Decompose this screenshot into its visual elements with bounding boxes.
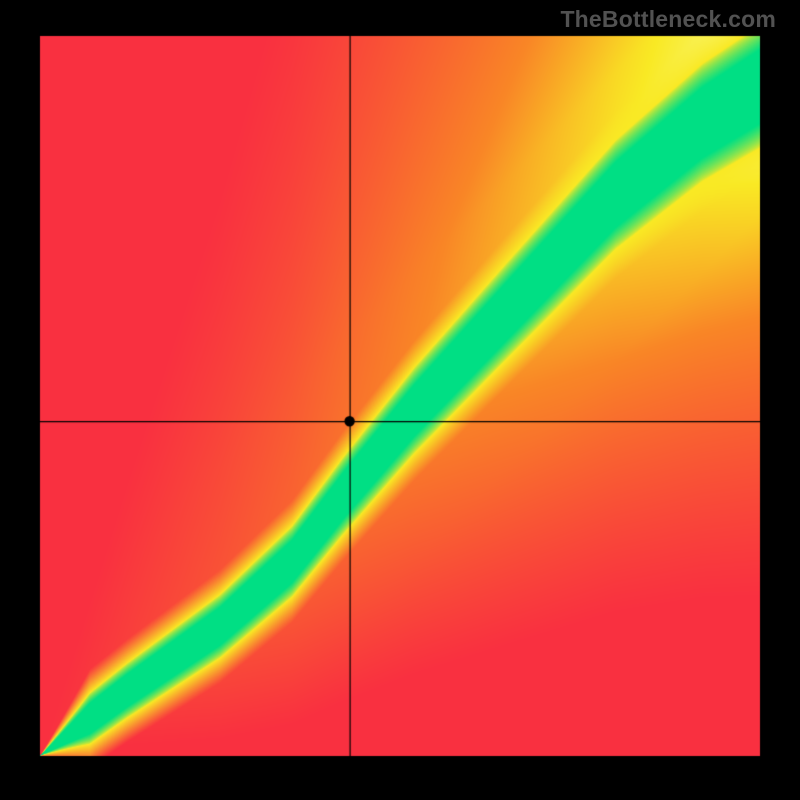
watermark-text: TheBottleneck.com <box>560 6 776 33</box>
bottleneck-heatmap <box>0 0 800 800</box>
